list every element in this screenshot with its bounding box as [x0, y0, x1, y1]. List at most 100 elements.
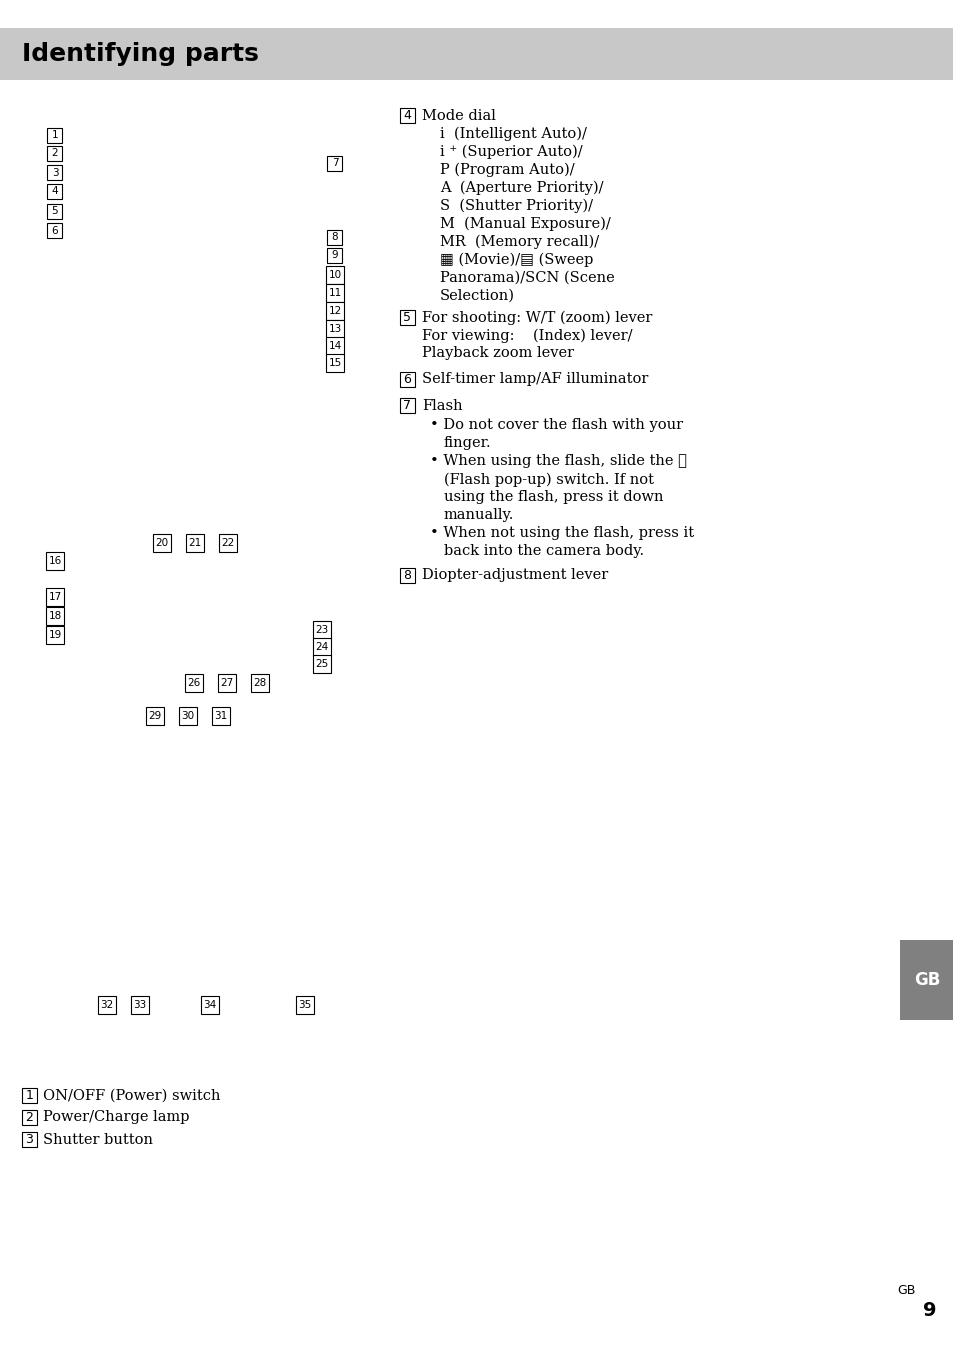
FancyBboxPatch shape [313, 621, 331, 639]
FancyBboxPatch shape [179, 707, 196, 725]
Text: 4: 4 [51, 187, 58, 196]
Text: Diopter-adjustment lever: Diopter-adjustment lever [421, 569, 608, 582]
Text: (Flash pop-up) switch. If not: (Flash pop-up) switch. If not [443, 472, 654, 487]
FancyBboxPatch shape [131, 997, 149, 1014]
FancyBboxPatch shape [313, 638, 331, 656]
FancyBboxPatch shape [327, 247, 342, 264]
FancyBboxPatch shape [22, 1110, 37, 1124]
Text: 5: 5 [51, 207, 58, 217]
Text: 15: 15 [328, 358, 341, 369]
FancyBboxPatch shape [399, 373, 415, 387]
FancyBboxPatch shape [326, 354, 344, 373]
Text: GB: GB [896, 1283, 914, 1297]
FancyBboxPatch shape [22, 1088, 37, 1103]
Text: 3: 3 [26, 1132, 33, 1146]
Text: 26: 26 [187, 678, 200, 689]
FancyBboxPatch shape [46, 607, 64, 625]
Text: Power/Charge lamp: Power/Charge lamp [43, 1111, 190, 1124]
Text: 16: 16 [49, 555, 62, 566]
Text: manually.: manually. [443, 508, 514, 522]
Text: MR  (Memory recall)/: MR (Memory recall)/ [439, 234, 598, 249]
FancyBboxPatch shape [48, 223, 63, 238]
FancyBboxPatch shape [201, 997, 219, 1014]
FancyBboxPatch shape [48, 184, 63, 199]
Text: 21: 21 [188, 538, 201, 547]
FancyBboxPatch shape [327, 156, 342, 171]
Text: • When using the flash, slide the ⚡: • When using the flash, slide the ⚡ [430, 455, 686, 468]
FancyBboxPatch shape [219, 534, 236, 551]
Text: Shutter button: Shutter button [43, 1132, 152, 1146]
FancyBboxPatch shape [22, 1132, 37, 1147]
Text: 8: 8 [403, 569, 411, 582]
Text: finger.: finger. [443, 437, 491, 451]
FancyBboxPatch shape [146, 707, 164, 725]
FancyBboxPatch shape [399, 108, 415, 122]
Text: 7: 7 [332, 159, 338, 168]
Text: Selection): Selection) [439, 288, 515, 303]
Text: 9: 9 [923, 1301, 936, 1319]
Text: 29: 29 [149, 712, 161, 721]
Text: Identifying parts: Identifying parts [22, 42, 258, 66]
Text: 6: 6 [51, 226, 58, 235]
FancyBboxPatch shape [251, 674, 269, 691]
FancyBboxPatch shape [48, 204, 63, 219]
FancyBboxPatch shape [399, 309, 415, 325]
FancyBboxPatch shape [212, 707, 230, 725]
Text: 28: 28 [253, 678, 266, 689]
FancyBboxPatch shape [327, 230, 342, 245]
Text: 10: 10 [328, 270, 341, 280]
Text: Panorama)/SCN (Scene: Panorama)/SCN (Scene [439, 270, 614, 285]
FancyBboxPatch shape [46, 625, 64, 644]
Text: 2: 2 [26, 1111, 33, 1124]
Text: Self-timer lamp/AF illuminator: Self-timer lamp/AF illuminator [421, 373, 648, 386]
Text: 19: 19 [49, 629, 62, 640]
Text: 13: 13 [328, 324, 341, 334]
FancyBboxPatch shape [399, 568, 415, 582]
Text: 11: 11 [328, 288, 341, 299]
Text: 7: 7 [403, 399, 411, 412]
FancyBboxPatch shape [326, 284, 344, 303]
Text: 32: 32 [100, 999, 113, 1010]
Text: 14: 14 [328, 342, 341, 351]
FancyBboxPatch shape [48, 165, 63, 180]
Text: 35: 35 [298, 999, 312, 1010]
Text: 5: 5 [403, 311, 411, 324]
FancyBboxPatch shape [46, 588, 64, 607]
Text: For viewing:    (Index) lever/: For viewing: (Index) lever/ [421, 328, 632, 343]
FancyBboxPatch shape [399, 398, 415, 413]
Text: 9: 9 [332, 250, 338, 261]
FancyBboxPatch shape [899, 940, 953, 1020]
FancyBboxPatch shape [326, 338, 344, 355]
Text: i ⁺ (Superior Auto)/: i ⁺ (Superior Auto)/ [439, 144, 582, 159]
Text: • Do not cover the flash with your: • Do not cover the flash with your [430, 418, 682, 433]
Text: P (Program Auto)/: P (Program Auto)/ [439, 163, 574, 176]
Text: • When not using the flash, press it: • When not using the flash, press it [430, 526, 694, 541]
Text: 2: 2 [51, 148, 58, 159]
FancyBboxPatch shape [326, 320, 344, 338]
FancyBboxPatch shape [152, 534, 171, 551]
FancyBboxPatch shape [48, 128, 63, 143]
Text: Flash: Flash [421, 398, 462, 413]
Text: i  (Intelligent Auto)/: i (Intelligent Auto)/ [439, 126, 586, 141]
Text: 31: 31 [214, 712, 228, 721]
Text: 3: 3 [51, 168, 58, 178]
Text: back into the camera body.: back into the camera body. [443, 545, 643, 558]
Text: 25: 25 [315, 659, 328, 668]
FancyBboxPatch shape [218, 674, 235, 691]
Text: 17: 17 [49, 592, 62, 603]
Text: A  (Aperture Priority)/: A (Aperture Priority)/ [439, 180, 603, 195]
Text: GB: GB [913, 971, 940, 989]
Text: 22: 22 [221, 538, 234, 547]
Text: M  (Manual Exposure)/: M (Manual Exposure)/ [439, 217, 610, 231]
FancyBboxPatch shape [0, 28, 953, 79]
FancyBboxPatch shape [46, 551, 64, 570]
Text: 23: 23 [315, 625, 328, 635]
Text: For shooting: W/T (zoom) lever: For shooting: W/T (zoom) lever [421, 311, 652, 324]
FancyBboxPatch shape [185, 674, 203, 691]
Text: 18: 18 [49, 611, 62, 621]
Text: ▦ (Movie)/▤ (Sweep: ▦ (Movie)/▤ (Sweep [439, 253, 593, 266]
Text: S  (Shutter Priority)/: S (Shutter Priority)/ [439, 198, 593, 213]
Text: 4: 4 [403, 109, 411, 122]
Text: Mode dial: Mode dial [421, 109, 496, 122]
FancyBboxPatch shape [186, 534, 204, 551]
